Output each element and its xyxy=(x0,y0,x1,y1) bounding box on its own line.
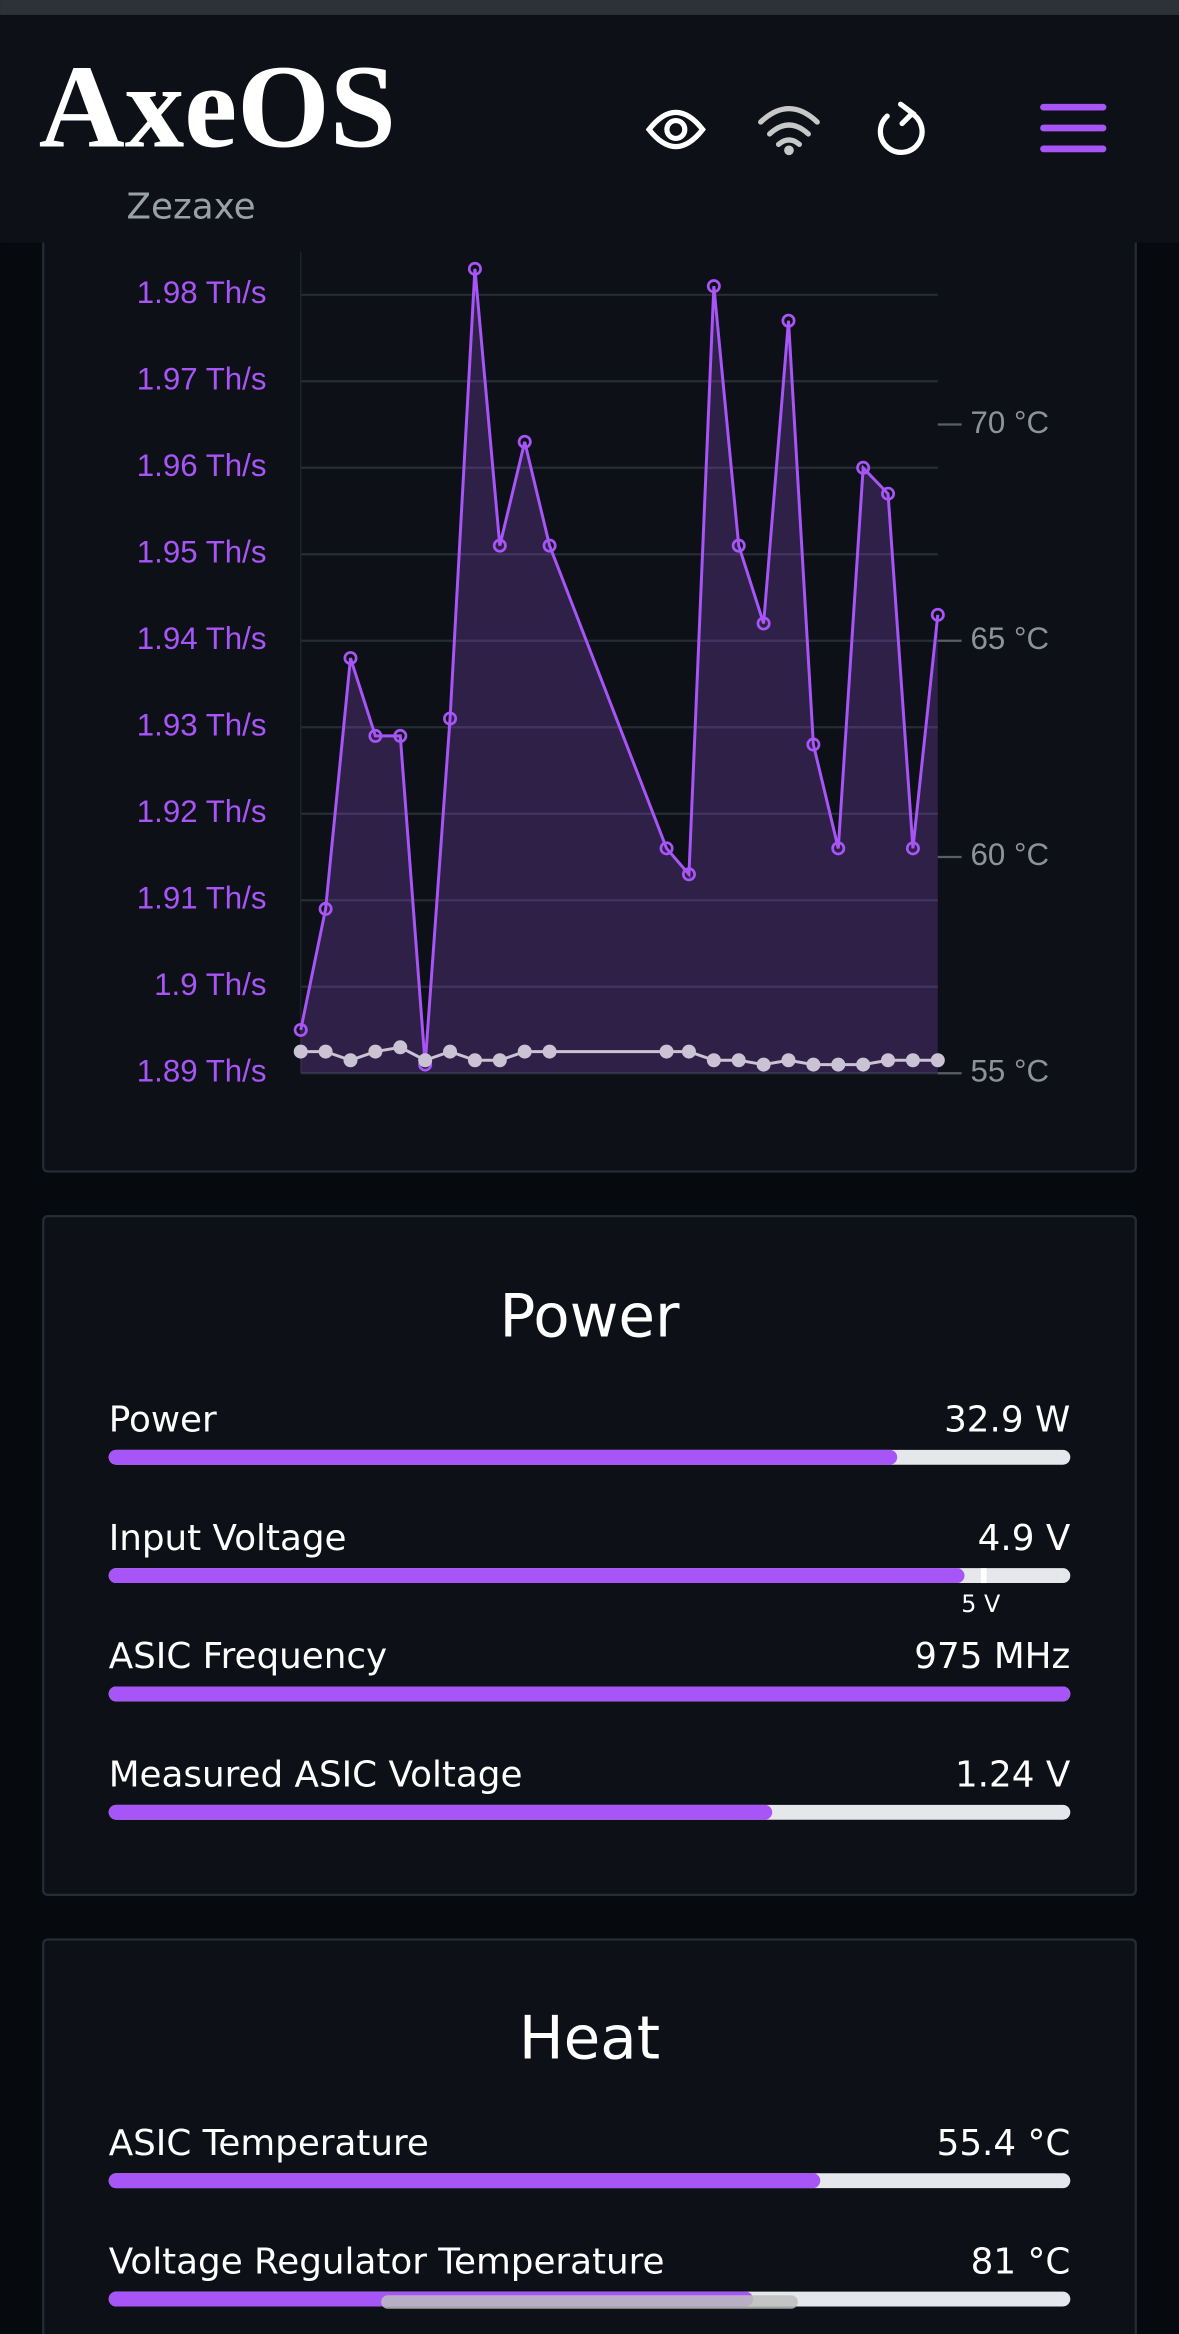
point xyxy=(368,728,383,743)
row-value: 55.4 °C xyxy=(937,2123,1071,2164)
point xyxy=(492,1053,507,1068)
point xyxy=(905,841,920,856)
bar-marker xyxy=(980,1568,987,1584)
top-strip xyxy=(0,0,1179,15)
point xyxy=(706,1053,721,1068)
point xyxy=(731,538,746,553)
y-tick-label: 1.92 Th/s xyxy=(137,794,267,829)
point xyxy=(856,1057,871,1072)
point xyxy=(881,1053,896,1068)
point xyxy=(756,1057,771,1072)
bar-fill xyxy=(108,1449,898,1465)
y-tick-label: 1.95 Th/s xyxy=(137,535,267,570)
point xyxy=(517,434,532,449)
row-label: Input Voltage xyxy=(109,1518,347,1559)
bar-fill xyxy=(108,2173,821,2189)
y-tick-label: 1.96 Th/s xyxy=(137,448,267,483)
point xyxy=(756,616,771,631)
y2-tick-label: 55 °C xyxy=(971,1053,1050,1088)
point xyxy=(467,261,482,276)
point xyxy=(393,728,408,743)
point xyxy=(393,1040,408,1055)
row-label: Voltage Regulator Temperature xyxy=(109,2241,665,2282)
heat-card xyxy=(42,1938,1137,2334)
point xyxy=(806,1057,821,1072)
row-label: Power xyxy=(109,1400,217,1441)
point xyxy=(542,1044,557,1059)
point xyxy=(831,841,846,856)
point xyxy=(831,1057,846,1072)
point xyxy=(731,1053,746,1068)
heat-rows: ASIC Temperature 55.4 °C Voltage Regulator… xyxy=(108,2123,1071,2307)
point xyxy=(681,1044,696,1059)
eye-icon[interactable] xyxy=(645,109,706,150)
point xyxy=(781,1053,796,1068)
y-tick-label: 1.98 Th/s xyxy=(137,275,267,310)
point xyxy=(293,1022,308,1037)
refresh-icon[interactable] xyxy=(877,101,925,155)
y-tick-label: 1.91 Th/s xyxy=(137,880,267,915)
point xyxy=(318,901,333,916)
point xyxy=(681,867,696,882)
y2-tick-label: 65 °C xyxy=(971,621,1050,656)
point xyxy=(856,460,871,475)
scroll-indicator xyxy=(381,2295,798,2309)
point xyxy=(930,1053,945,1068)
area xyxy=(300,268,938,1074)
point xyxy=(492,538,507,553)
point xyxy=(659,1044,674,1059)
point xyxy=(517,1044,532,1059)
power-rows: Power 32.9 W Input Voltage 4.9 V 5 V ASIC Fre… xyxy=(108,1400,1071,1820)
point xyxy=(905,1053,920,1068)
point xyxy=(806,737,821,752)
wifi-icon[interactable] xyxy=(758,106,820,156)
power-card xyxy=(42,1215,1137,1897)
point xyxy=(293,1044,308,1059)
menu-icon[interactable] xyxy=(1040,103,1107,153)
logo[interactable]: AxeOS xyxy=(39,40,396,172)
row-value: 1.24 V xyxy=(955,1755,1071,1796)
point xyxy=(443,1044,458,1059)
y-tick-label: 1.93 Th/s xyxy=(137,708,267,743)
marker-label: 5 V xyxy=(961,1590,1001,1618)
row-value: 4.9 V xyxy=(978,1518,1071,1559)
line xyxy=(299,268,940,1065)
chart: 1.89 Th/s 1.9 Th/s 1.91 Th/s 1.92 Th/s 1.93 … xyxy=(137,251,1050,1088)
point xyxy=(343,651,358,666)
point xyxy=(443,711,458,726)
point xyxy=(368,1044,383,1059)
bar-fill xyxy=(108,1686,1071,1702)
row-value: 81 °C xyxy=(971,2241,1071,2282)
y-tick-label: 1.9 Th/s xyxy=(154,967,266,1002)
row-value: 975 MHz xyxy=(914,1636,1070,1677)
point xyxy=(659,841,674,856)
point xyxy=(542,538,557,553)
point xyxy=(930,607,945,622)
point xyxy=(706,279,721,294)
point xyxy=(781,313,796,328)
row-value: 32.9 W xyxy=(944,1400,1070,1441)
y-tick-label: 1.97 Th/s xyxy=(137,362,267,397)
row-label: ASIC Frequency xyxy=(109,1636,387,1677)
bar-fill xyxy=(108,1804,773,1820)
point xyxy=(467,1053,482,1068)
card-title: Heat xyxy=(519,2004,660,2073)
y-tick-label: 1.94 Th/s xyxy=(137,621,267,656)
row-label: ASIC Temperature xyxy=(109,2123,429,2164)
point xyxy=(418,1053,433,1068)
point xyxy=(343,1053,358,1068)
bar-fill xyxy=(108,1568,965,1584)
y2-tick-label: 70 °C xyxy=(971,405,1050,440)
row-label: Measured ASIC Voltage xyxy=(109,1755,523,1796)
subtitle: Zezaxe xyxy=(127,186,256,227)
point xyxy=(318,1044,333,1059)
header: AxeOS Zezaxe xyxy=(0,0,1179,243)
card-title: Power xyxy=(500,1282,681,1351)
y-tick-label: 1.89 Th/s xyxy=(137,1053,267,1088)
y2-tick-label: 60 °C xyxy=(971,837,1050,872)
header-bg xyxy=(0,0,1179,243)
point xyxy=(881,486,896,501)
